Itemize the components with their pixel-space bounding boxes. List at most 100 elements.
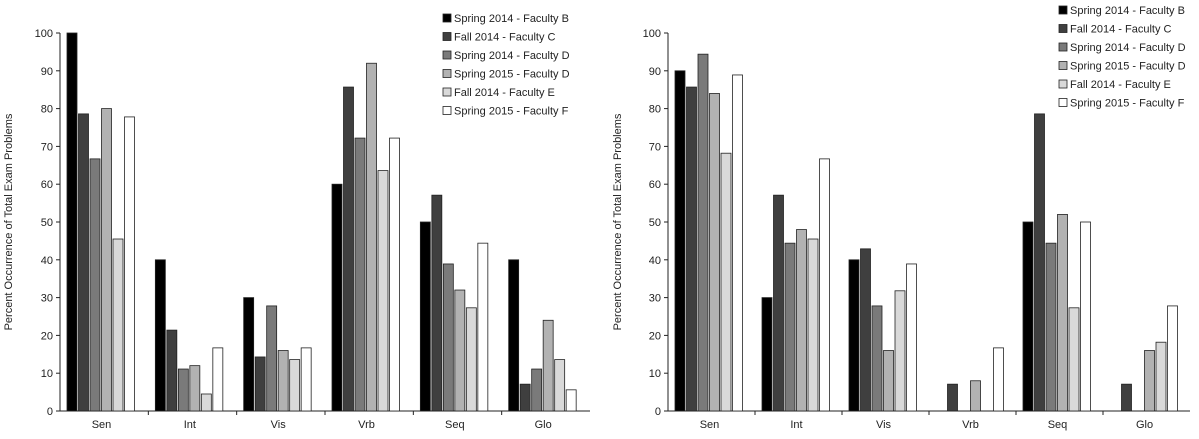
bar-vis-series-4 [277, 350, 289, 412]
x-tick-label: Vrb [358, 419, 375, 431]
y-tick-label: 80 [649, 104, 661, 116]
y-tick-label: 90 [41, 66, 53, 78]
legend-swatch [442, 69, 452, 78]
legend-swatch [442, 87, 452, 97]
x-tick-label: Seq [445, 419, 465, 431]
y-tick-label: 10 [649, 368, 661, 380]
bar-int-series-6 [212, 347, 224, 412]
bar-vrb-series-6 [389, 137, 400, 412]
x-tick-label: Int [184, 419, 196, 431]
bar-vrb-series-5 [377, 170, 389, 412]
bar-seq-series-2 [1034, 113, 1045, 412]
y-tick-label: 0 [47, 406, 53, 418]
x-tick-label: Glo [1136, 419, 1153, 431]
bar-sen-series-1 [66, 32, 78, 412]
bar-seq-series-3 [1045, 242, 1057, 412]
y-tick-label: 70 [41, 141, 53, 153]
legend-swatch [442, 106, 452, 115]
chart-legend: Spring 2014 - Faculty B Fall 2014 - Facul… [442, 13, 570, 118]
bar-int-series-4 [189, 365, 201, 412]
y-tick-label: 20 [649, 330, 661, 342]
bar-glo-series-5 [554, 359, 566, 412]
bar-sen-series-5 [720, 152, 732, 412]
legend-label: Spring 2014 - Faculty B [454, 13, 569, 25]
x-tick-label: Vrb [962, 419, 979, 431]
legend-swatch [442, 32, 452, 41]
bar-seq-series-5 [465, 307, 477, 412]
legend-swatch [1058, 5, 1068, 15]
legend-swatch [1058, 24, 1068, 33]
y-tick-label: 60 [649, 179, 661, 191]
y-axis-label: Percent Occurrence of Total Exam Problem… [3, 113, 15, 330]
bar-int-series-3 [177, 368, 189, 412]
bar-vrb-series-3 [354, 137, 366, 412]
bar-vis-series-2 [860, 248, 871, 412]
bar-glo-series-2 [1121, 383, 1132, 412]
bar-int-series-4 [796, 229, 807, 412]
chart-panel-1: Percent Occurrence of Total Exam Problem… [3, 13, 590, 431]
bar-sen-series-4 [101, 108, 112, 412]
bar-int-series-5 [200, 393, 212, 412]
bar-glo-series-6 [565, 389, 577, 412]
bar-glo-series-6 [1167, 305, 1178, 412]
y-tick-label: 50 [649, 217, 661, 229]
bar-vrb-series-6 [993, 347, 1004, 412]
y-tick-label: 30 [41, 293, 53, 305]
bar-sen-series-1 [674, 70, 686, 412]
bar-sen-series-4 [709, 93, 720, 412]
legend-label: Spring 2014 - Faculty D [1070, 42, 1186, 54]
bar-seq-series-4 [1057, 214, 1068, 412]
bar-glo-series-3 [531, 368, 543, 412]
bar-vis-series-1 [243, 297, 255, 412]
legend-swatch [442, 50, 452, 60]
bar-int-series-1 [761, 297, 773, 412]
x-tick-label: Vis [876, 419, 892, 431]
y-tick-label: 50 [41, 217, 53, 229]
bar-int-series-2 [773, 194, 784, 412]
bar-seq-series-4 [454, 289, 466, 412]
y-tick-label: 20 [41, 330, 53, 342]
legend-label: Spring 2015 - Faculty F [1070, 98, 1185, 110]
bar-vis-series-5 [289, 359, 301, 412]
legend-label: Fall 2014 - Faculty E [1070, 79, 1171, 91]
bar-int-series-1 [154, 259, 166, 412]
bar-sen-series-6 [124, 116, 135, 412]
legend-label: Spring 2015 - Faculty F [454, 106, 569, 118]
y-tick-label: 40 [649, 255, 661, 267]
legend-label: Spring 2015 - Faculty D [1070, 61, 1186, 73]
bar-int-series-6 [819, 158, 830, 412]
legend-label: Fall 2014 - Faculty C [1070, 24, 1172, 36]
y-tick-label: 30 [649, 293, 661, 305]
bar-vis-series-3 [871, 305, 883, 412]
bar-glo-series-2 [519, 383, 531, 412]
bar-seq-series-2 [431, 194, 443, 412]
legend-swatch [1058, 61, 1068, 70]
x-tick-label: Seq [1048, 419, 1068, 431]
y-axis-label: Percent Occurrence of Total Exam Problem… [612, 113, 624, 330]
bar-vis-series-5 [894, 290, 906, 412]
bar-vis-series-6 [906, 263, 917, 412]
bar-glo-series-4 [542, 319, 554, 412]
legend-swatch [1058, 98, 1068, 107]
y-tick-label: 100 [35, 28, 53, 40]
bar-seq-series-1 [1022, 221, 1034, 412]
y-tick-label: 100 [643, 28, 661, 40]
x-tick-label: Sen [700, 419, 720, 431]
x-tick-label: Glo [535, 419, 552, 431]
bar-seq-series-6 [477, 242, 489, 412]
y-tick-label: 90 [649, 66, 661, 78]
bar-sen-series-3 [89, 158, 101, 412]
chart-legend: Spring 2014 - Faculty B Fall 2014 - Facul… [1058, 5, 1186, 110]
legend-swatch [1058, 79, 1068, 89]
y-tick-label: 80 [41, 104, 53, 116]
x-tick-label: Sen [92, 419, 112, 431]
bar-vis-series-1 [848, 259, 860, 412]
bar-vrb-series-2 [947, 383, 958, 412]
bar-glo-series-4 [1144, 350, 1155, 412]
legend-label: Spring 2014 - Faculty B [1070, 5, 1185, 17]
x-tick-label: Int [790, 419, 802, 431]
x-tick-label: Vis [271, 419, 287, 431]
bar-seq-series-1 [419, 221, 431, 412]
